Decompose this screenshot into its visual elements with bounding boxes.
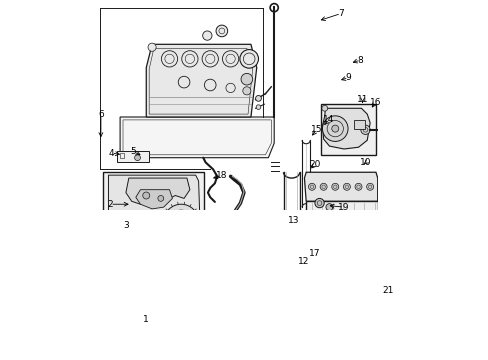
- Polygon shape: [108, 175, 201, 268]
- Circle shape: [134, 155, 140, 161]
- Circle shape: [354, 183, 361, 190]
- Circle shape: [148, 43, 156, 51]
- Circle shape: [381, 126, 387, 133]
- Circle shape: [161, 51, 177, 67]
- Text: 10: 10: [360, 158, 371, 167]
- Text: 12: 12: [297, 257, 308, 266]
- Text: 7: 7: [338, 9, 343, 18]
- Text: 14: 14: [322, 116, 333, 125]
- Circle shape: [354, 279, 375, 300]
- Text: 6: 6: [98, 109, 103, 118]
- Text: 18: 18: [216, 171, 227, 180]
- Bar: [102, 172, 204, 274]
- Bar: [119, 153, 124, 158]
- Polygon shape: [136, 190, 172, 209]
- Text: 16: 16: [369, 98, 380, 107]
- Circle shape: [163, 204, 198, 239]
- Circle shape: [222, 51, 238, 67]
- Circle shape: [314, 198, 324, 208]
- Circle shape: [176, 217, 185, 226]
- Circle shape: [366, 183, 373, 190]
- Text: 15: 15: [310, 125, 322, 134]
- Circle shape: [331, 125, 338, 132]
- Circle shape: [140, 284, 152, 296]
- Circle shape: [240, 50, 258, 68]
- Circle shape: [362, 287, 366, 292]
- Circle shape: [322, 116, 347, 141]
- Text: 2: 2: [107, 200, 113, 209]
- Text: 21: 21: [381, 286, 392, 295]
- Circle shape: [140, 251, 152, 262]
- Circle shape: [241, 73, 252, 85]
- Text: 3: 3: [123, 221, 128, 230]
- Text: 13: 13: [287, 216, 299, 225]
- Bar: [117, 151, 149, 162]
- Circle shape: [256, 105, 260, 109]
- Circle shape: [243, 87, 250, 95]
- Bar: [320, 104, 375, 156]
- Polygon shape: [350, 268, 378, 312]
- Circle shape: [202, 51, 218, 67]
- Text: 9: 9: [345, 73, 351, 82]
- Polygon shape: [322, 108, 369, 149]
- Circle shape: [331, 183, 338, 190]
- Polygon shape: [120, 117, 274, 158]
- Circle shape: [216, 25, 227, 37]
- Text: 5: 5: [130, 147, 136, 156]
- Circle shape: [158, 195, 163, 201]
- Circle shape: [320, 183, 326, 190]
- Polygon shape: [125, 178, 189, 204]
- Ellipse shape: [123, 259, 134, 266]
- Polygon shape: [146, 44, 256, 117]
- Circle shape: [255, 95, 261, 101]
- Circle shape: [178, 76, 189, 88]
- Polygon shape: [305, 201, 377, 268]
- Circle shape: [360, 125, 369, 134]
- Circle shape: [321, 105, 327, 111]
- Circle shape: [343, 183, 350, 190]
- Circle shape: [308, 183, 315, 190]
- Text: 19: 19: [338, 203, 349, 212]
- Circle shape: [142, 192, 149, 199]
- Circle shape: [130, 240, 162, 273]
- Text: 11: 11: [356, 95, 367, 104]
- Circle shape: [204, 79, 216, 91]
- Bar: [353, 120, 365, 129]
- Circle shape: [225, 83, 235, 93]
- Circle shape: [325, 204, 332, 211]
- Circle shape: [202, 31, 211, 40]
- Text: 4: 4: [108, 149, 114, 158]
- Circle shape: [182, 51, 198, 67]
- Polygon shape: [304, 172, 377, 201]
- Text: 20: 20: [308, 160, 320, 169]
- Text: 17: 17: [308, 249, 320, 258]
- Text: 1: 1: [143, 315, 149, 324]
- Text: 8: 8: [357, 55, 363, 64]
